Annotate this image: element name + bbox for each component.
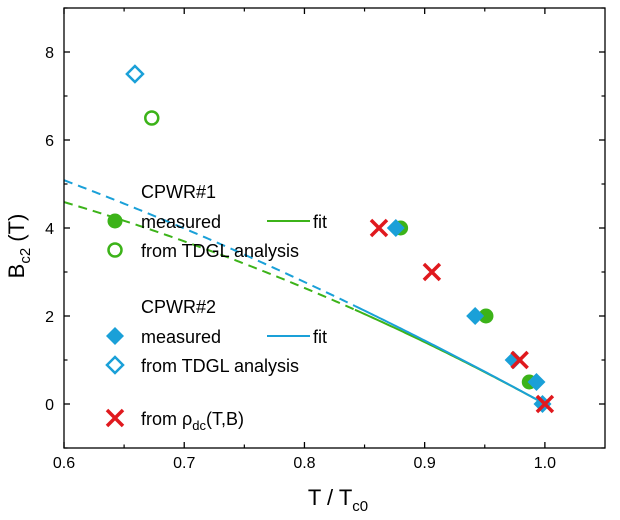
data-point-filled-diamond-1 <box>386 219 405 237</box>
fit-curve-2 <box>354 305 546 405</box>
data-point-filled-diamond-3 <box>504 351 523 369</box>
legend-marker-measured-1 <box>107 213 123 229</box>
legend-rho-symbol: ρ <box>182 409 192 429</box>
legend-rho-sub: dc <box>192 418 206 433</box>
x-tick-label: 0.6 <box>53 455 75 472</box>
x-tick-label: 0.8 <box>293 455 315 472</box>
data-point-open-diamond-1 <box>125 64 145 84</box>
legend-label-fit-2: fit <box>313 327 327 347</box>
data-point-cross-1 <box>369 218 389 238</box>
y-axis-label-main: B <box>4 264 29 279</box>
legend-rho-suffix: (T,B) <box>206 409 244 429</box>
x-tick-label: 0.9 <box>414 455 436 472</box>
legend-marker-tdgl-2 <box>105 355 125 375</box>
fit-curve-extrapolated-2 <box>63 179 356 307</box>
legend-label-fit-1: fit <box>313 212 327 232</box>
data-point-cross-3 <box>510 350 529 370</box>
legend-title-cpwr2: CPWR#2 <box>141 297 216 317</box>
legend-marker-rho <box>105 408 125 428</box>
x-axis-label-main: T / T <box>308 485 352 510</box>
fit-curves <box>63 179 546 405</box>
y-tick-label: 6 <box>45 133 54 150</box>
legend-label-tdgl-1: from TDGL analysis <box>141 241 299 261</box>
y-axis-label: Bc2 (T) <box>4 214 34 279</box>
data-point-filled-diamond-4 <box>527 373 546 391</box>
legend-marker-measured-2 <box>106 327 124 345</box>
x-axis-label: T / Tc0 <box>308 485 368 515</box>
x-tick-label: 1.0 <box>534 455 556 472</box>
legend-label-tdgl-2: from TDGL analysis <box>141 356 299 376</box>
data-point-cross-4 <box>535 394 555 414</box>
data-point-filled-diamond-2 <box>466 307 485 325</box>
legend-label-measured-2: measured <box>141 327 221 347</box>
legend-marker-tdgl-1 <box>107 242 123 258</box>
y-tick-label: 0 <box>45 397 54 414</box>
x-tick-label: 0.7 <box>173 455 195 472</box>
y-tick-label: 8 <box>45 45 54 62</box>
axes: 0.6 0.7 0.8 0.9 1.0 0 2 4 6 8 <box>45 7 606 472</box>
legend: CPWR#1 measured fit from TDGL analysis CPWR#… <box>105 182 327 433</box>
y-tick-label: 2 <box>45 309 54 326</box>
legend-title-cpwr1: CPWR#1 <box>141 182 216 202</box>
x-axis-label-sub: c0 <box>352 498 368 515</box>
data-point-open-circle-1 <box>144 110 160 126</box>
legend-label-measured-1: measured <box>141 212 221 232</box>
y-axis-label-tail: (T) <box>4 214 29 248</box>
data-point-cross-2 <box>422 262 442 282</box>
data-points <box>125 64 555 414</box>
data-point-filled-circle-2 <box>478 308 494 324</box>
legend-label-rho: from ρdc(T,B) <box>141 409 244 433</box>
y-tick-label: 4 <box>45 221 54 238</box>
y-axis-label-sub: c2 <box>17 248 34 264</box>
legend-rho-prefix: from <box>141 409 182 429</box>
